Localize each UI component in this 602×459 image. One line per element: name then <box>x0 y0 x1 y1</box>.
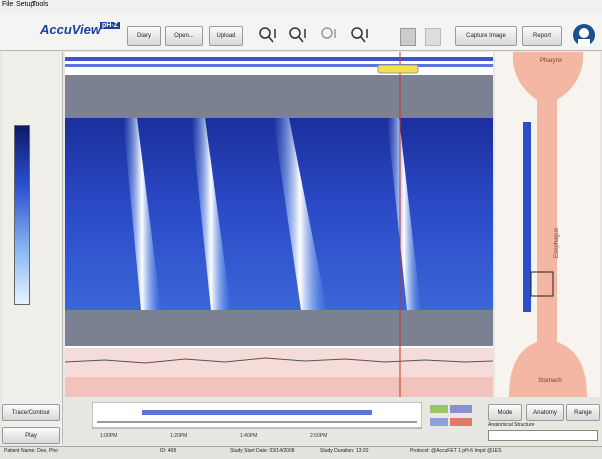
timeline-tick-label: 1:40PM <box>240 433 258 439</box>
icon-button[interactable] <box>400 28 416 46</box>
menu-item[interactable]: Setup <box>16 1 35 8</box>
anatomical-label: Anatomical Structure <box>488 422 535 428</box>
panel-button[interactable]: Mode <box>488 404 522 421</box>
status-field: ID: 468 <box>160 448 177 454</box>
logo-badge: pH-Z <box>100 22 120 29</box>
status-field: Study Start Date: 03/14/2008 <box>230 448 295 454</box>
panel-button[interactable]: Range <box>566 404 600 421</box>
side-button[interactable]: Trace/Contour <box>2 404 60 421</box>
status-field: Patient Name: Doe, Pho <box>4 448 58 454</box>
status-field: Study Duration: 13:20 <box>320 448 369 454</box>
toolbar-button[interactable]: Capture Image <box>455 26 517 46</box>
status-field: Protocol: @AccuFET 1 pH-6 Impd @1ES <box>410 448 502 454</box>
anatomy-panel <box>495 52 600 397</box>
toolbar-button[interactable]: Report <box>522 26 562 46</box>
menu-bar <box>0 0 602 12</box>
dropdown[interactable] <box>488 430 598 441</box>
anatomy-label: Esophagus <box>554 227 561 259</box>
legend-swatch <box>450 418 472 426</box>
timeline-tick-label: 2:00PM <box>310 433 328 439</box>
left-panel <box>2 52 63 444</box>
overview-timeline <box>92 402 422 429</box>
legend-swatch <box>430 418 448 426</box>
toolbar-button[interactable]: Diary <box>127 26 161 46</box>
zoom-icons <box>259 27 368 43</box>
toolbar-button[interactable]: Upload <box>209 26 243 46</box>
anatomy-label: Pharynx <box>540 58 563 64</box>
color-scale <box>14 125 30 305</box>
menu-item[interactable]: File <box>2 1 14 8</box>
logo: AccuView <box>40 22 101 37</box>
timeline-tick-label: 1:20PM <box>170 433 188 439</box>
legend-swatch <box>430 405 448 413</box>
user-icon <box>573 24 595 46</box>
legend-swatch <box>450 405 472 413</box>
timeline-tick-label: 1:00PM <box>100 433 118 439</box>
icon-button[interactable] <box>425 28 441 46</box>
menu-item[interactable]: Tools <box>32 1 49 8</box>
pressure-topography <box>65 52 493 397</box>
panel-button[interactable]: Anatomy <box>526 404 564 421</box>
anatomy-label: Stomach <box>538 378 562 384</box>
status-bar <box>0 446 602 459</box>
toolbar-button[interactable]: Open... <box>165 26 203 46</box>
side-button[interactable]: Play <box>2 427 60 444</box>
